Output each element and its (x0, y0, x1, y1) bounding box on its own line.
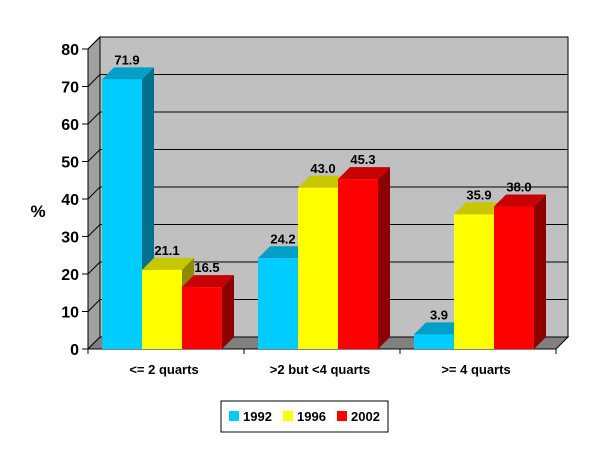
y-tick-label: 50 (61, 155, 79, 172)
data-label: 21.1 (154, 243, 179, 258)
data-label: 38.0 (506, 180, 531, 195)
x-tick-label: <= 2 quarts (129, 362, 198, 377)
bar-top-1992 (414, 322, 466, 335)
data-label: 24.2 (270, 231, 295, 246)
bar-top-2002 (338, 167, 390, 180)
legend-label: 2002 (351, 409, 380, 424)
y-tick-label: 30 (61, 230, 79, 247)
gridline-side (87, 149, 101, 162)
legend-swatch-1992 (229, 411, 239, 421)
bar-top-1992 (258, 246, 310, 259)
bar-side-2002 (534, 194, 546, 349)
bar-2002-1 (338, 179, 378, 349)
y-axis-label: % (30, 202, 45, 221)
bars (102, 67, 546, 349)
y-tick-label: 20 (61, 267, 79, 284)
bar-1996-2 (454, 214, 494, 349)
y-tick-label: 40 (61, 192, 79, 209)
legend-swatch-2002 (337, 411, 347, 421)
bar-2002-0 (182, 287, 222, 349)
gridline-side (87, 299, 101, 312)
y-tick-label: 70 (61, 80, 79, 97)
bar-top-2002 (494, 194, 546, 207)
data-label: 16.5 (194, 260, 219, 275)
bar-top-2002 (182, 275, 234, 288)
bar-top-1992 (102, 67, 154, 80)
y-tick-label: 10 (61, 305, 79, 322)
bar-top-1996 (142, 257, 194, 270)
bar-1996-1 (298, 187, 338, 349)
gridline-side (87, 224, 101, 237)
bar-side-2002 (378, 167, 390, 349)
y-tick-label: 0 (70, 342, 79, 359)
data-labels: 71.9 21.1 16.5 24.2 43.0 45.3 3.9 35.9 38.0 (114, 52, 531, 322)
legend-swatch-1996 (283, 411, 293, 421)
gridline-side (87, 74, 101, 87)
legend-box (220, 400, 389, 433)
bar-1992-1 (258, 258, 298, 349)
data-label: 45.3 (350, 152, 375, 167)
bar-1992-2 (414, 334, 454, 349)
legend-label: 1992 (243, 409, 272, 424)
gridline-side (87, 111, 101, 125)
x-tick-label: >2 but <4 quarts (270, 362, 370, 377)
gridline-side (87, 186, 101, 200)
bar-top-1996 (298, 175, 350, 188)
data-label: 71.9 (114, 52, 139, 67)
bar-1992-0 (102, 79, 142, 349)
x-tick-label: >= 4 quarts (441, 362, 510, 377)
bar-2002-2 (494, 206, 534, 349)
legend-label: 1996 (297, 409, 326, 424)
bar-1996-0 (142, 269, 182, 349)
bar-top-1996 (454, 202, 506, 215)
y-tick-label: 80 (61, 42, 79, 59)
gridline-side (87, 261, 101, 275)
legend: 1992 1996 2002 (220, 400, 389, 433)
y-tick-label: 60 (61, 117, 79, 134)
data-label: 43.0 (310, 161, 335, 176)
bar-side-2002 (222, 275, 234, 349)
data-label: 3.9 (430, 307, 448, 322)
gridline-side (87, 36, 101, 50)
data-label: 35.9 (466, 187, 491, 202)
